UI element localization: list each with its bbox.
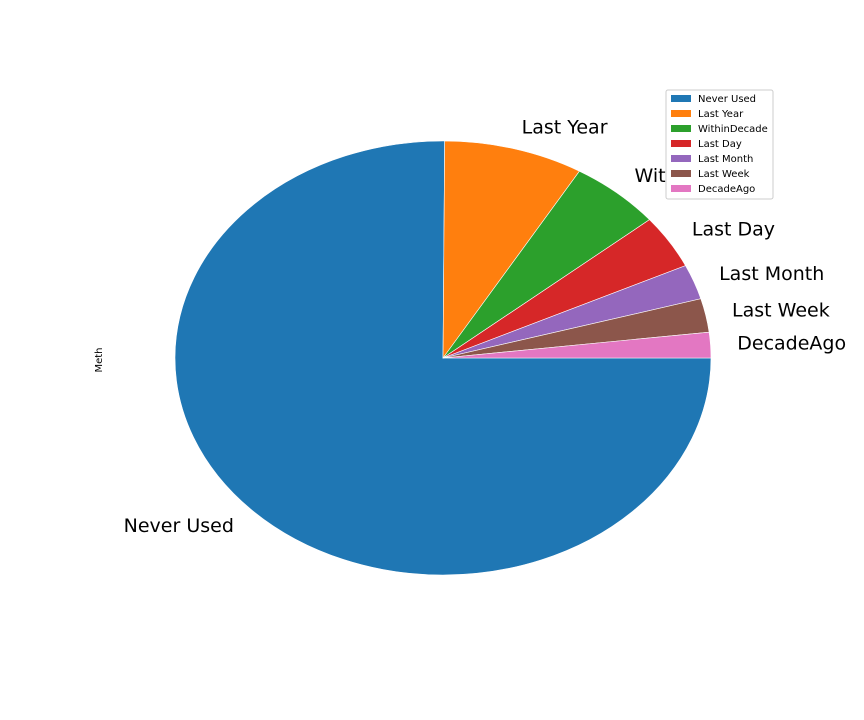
- legend-label: Last Week: [698, 169, 750, 180]
- slice-label: Never Used: [124, 515, 234, 537]
- pie-slices: [174, 140, 712, 576]
- legend-frame: [665, 89, 774, 200]
- legend-swatch: [671, 125, 691, 132]
- pie-slice: [174, 140, 712, 576]
- legend-label: Last Day: [698, 139, 742, 150]
- pie-slice: [442, 331, 712, 359]
- legend-swatch: [671, 95, 691, 102]
- y-axis-label: Meth: [94, 347, 105, 372]
- pie-slice: [442, 140, 580, 359]
- slice-label: Last Year: [522, 116, 608, 138]
- slice-label: Last Week: [732, 300, 830, 322]
- legend-label: Last Year: [698, 109, 744, 120]
- legend-label: DecadeAgo: [698, 184, 755, 195]
- legend-label: WithinDecade: [698, 124, 768, 135]
- legend-swatch: [671, 170, 691, 177]
- legend-swatch: [671, 185, 691, 192]
- legend-swatch: [671, 110, 691, 117]
- legend-label: Last Month: [698, 154, 753, 165]
- slice-label: Last Month: [719, 263, 824, 285]
- legend-swatch: [671, 140, 691, 147]
- legend: Never Used Last Year WithinDecade Last Day…: [665, 89, 774, 200]
- legend-swatch: [671, 155, 691, 162]
- legend-label: Never Used: [698, 94, 756, 105]
- slice-label: DecadeAgo: [737, 332, 846, 354]
- slice-label: Last Day: [692, 219, 775, 241]
